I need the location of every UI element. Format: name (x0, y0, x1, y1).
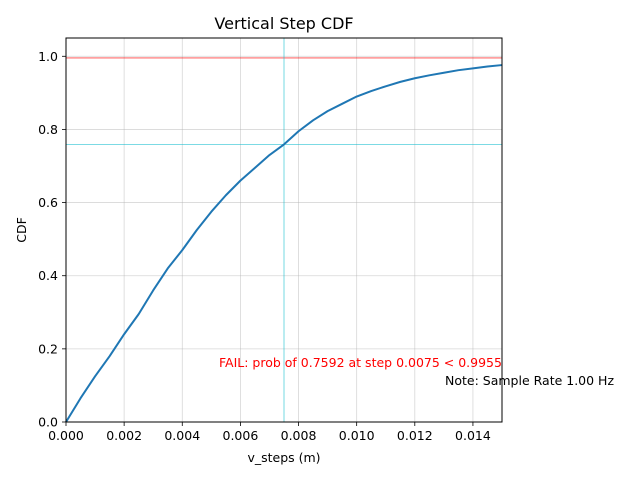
y-tick-label: 1.0 (38, 49, 58, 64)
sample-rate-note: Note: Sample Rate 1.00 Hz (445, 373, 614, 388)
x-axis-label: v_steps (m) (247, 450, 320, 465)
x-tick-label: 0.012 (397, 428, 433, 443)
fail-annotation: FAIL: prob of 0.7592 at step 0.0075 < 0.… (219, 355, 502, 370)
cdf-series-line (65, 64, 503, 423)
series-group (65, 64, 503, 423)
y-tick-label: 0.6 (38, 195, 58, 210)
y-tick-label: 0.8 (38, 122, 58, 137)
y-tick-label: 0.4 (38, 268, 58, 283)
y-ticks: 0.0 0.2 0.4 0.6 0.8 1.0 (38, 49, 66, 430)
y-axis-label: CDF (14, 217, 29, 243)
x-tick-label: 0.014 (455, 428, 491, 443)
x-tick-label: 0.008 (281, 428, 317, 443)
x-tick-label: 0.004 (164, 428, 200, 443)
x-tick-label: 0.000 (48, 428, 84, 443)
plot-frame (65, 37, 503, 423)
x-ticks: 0.000 0.002 0.004 0.006 0.008 0.010 0.012 0.014 (48, 422, 491, 443)
x-tick-label: 0.002 (106, 428, 142, 443)
x-tick-label: 0.006 (223, 428, 259, 443)
y-tick-label: 0.2 (38, 341, 58, 356)
x-tick-label: 0.010 (339, 428, 375, 443)
chart-title: Vertical Step CDF (214, 14, 353, 33)
y-tick-label: 0.0 (38, 415, 58, 430)
